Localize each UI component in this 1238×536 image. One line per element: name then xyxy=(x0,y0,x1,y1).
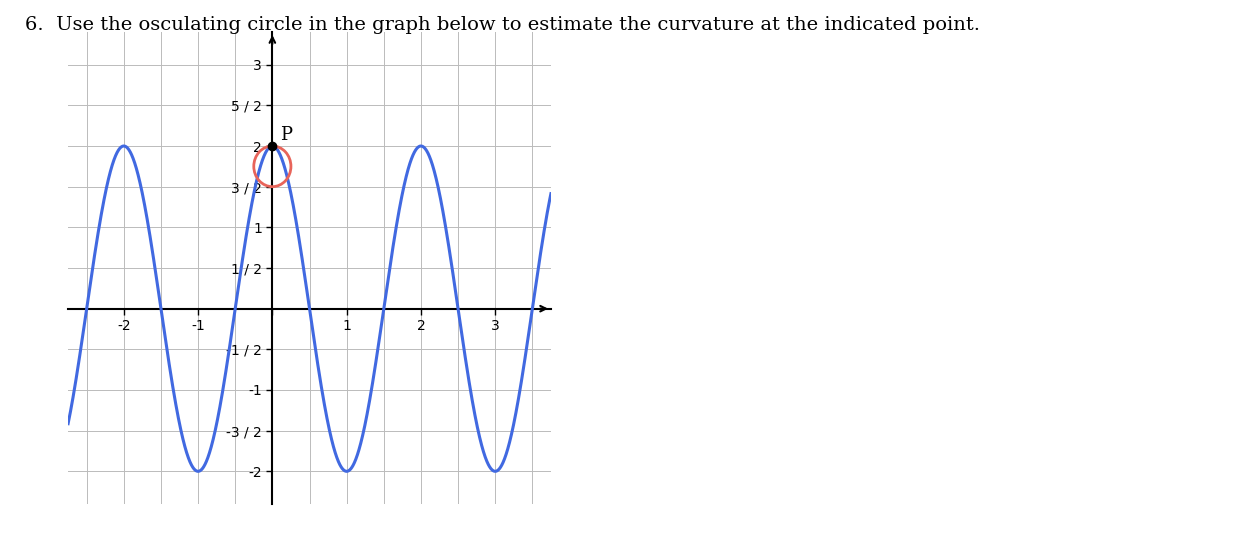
Text: P: P xyxy=(280,125,292,144)
Text: 6.  Use the osculating circle in the graph below to estimate the curvature at th: 6. Use the osculating circle in the grap… xyxy=(25,16,979,34)
